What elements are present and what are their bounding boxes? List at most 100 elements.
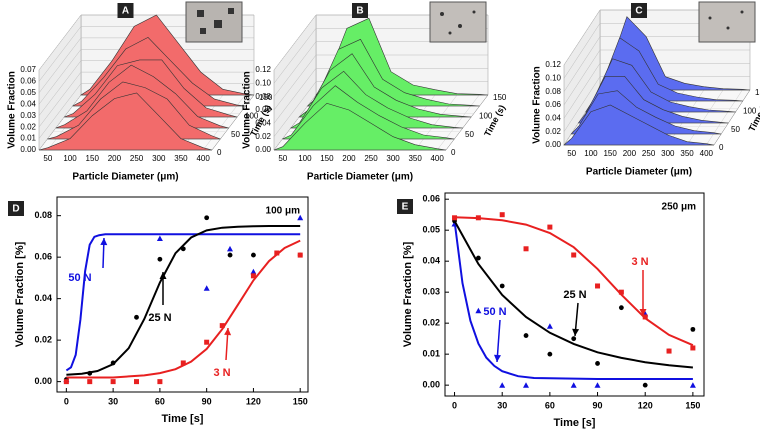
x-tick-label: 150 xyxy=(320,154,334,163)
x-tick-label: 90 xyxy=(202,396,212,406)
grid-line xyxy=(38,60,254,116)
y-tick-label: 0.10 xyxy=(255,78,271,87)
x-tick-label: 350 xyxy=(408,154,422,163)
particle xyxy=(214,20,222,28)
z-tick-label: 150 xyxy=(493,93,507,102)
data-point xyxy=(642,382,648,388)
particle xyxy=(458,24,462,28)
plot-frame xyxy=(444,192,705,397)
x-tick-label: 30 xyxy=(497,400,507,410)
y-tick-label: 0.00 xyxy=(20,145,36,154)
data-point xyxy=(547,351,553,357)
x-tick-label: 60 xyxy=(545,400,555,410)
panel-label-box xyxy=(631,3,647,18)
data-point xyxy=(523,333,529,338)
fit-curve xyxy=(65,233,301,372)
y-tick-label: 0.06 xyxy=(422,194,440,204)
y-tick-label: 0.08 xyxy=(545,87,561,96)
x-tick-label: 150 xyxy=(86,154,100,163)
x-tick-label: 50 xyxy=(567,149,576,158)
data-point xyxy=(110,379,116,385)
arrow-shaft xyxy=(496,319,501,363)
y-tick-label: 0.06 xyxy=(255,105,271,114)
z-tick-label: 150 xyxy=(259,93,273,102)
data-point xyxy=(547,224,553,230)
x-tick-label: 150 xyxy=(603,149,617,158)
grid-line xyxy=(563,76,750,132)
z-axis-title: Time (s) xyxy=(747,98,760,133)
data-point xyxy=(274,250,280,256)
x-tick-label: 0 xyxy=(64,396,69,406)
x-tick-label: 100 xyxy=(63,154,77,163)
panel-label-box xyxy=(397,199,413,214)
y-tick-label: 0.00 xyxy=(545,140,561,149)
arrow-head xyxy=(224,328,232,336)
x-axis-title: Particle Diameter (μm) xyxy=(72,172,178,183)
data-point xyxy=(156,235,163,241)
data-point xyxy=(157,379,163,385)
data-point xyxy=(595,361,600,366)
data-point xyxy=(618,305,624,311)
particle xyxy=(472,10,476,14)
fit-curve xyxy=(66,239,301,379)
y-tick-label: 0.00 xyxy=(255,145,271,154)
y-axis-title: Volume Fraction xyxy=(7,71,18,149)
y-tick-label: 0.12 xyxy=(255,65,271,74)
y-tick-label: 0.00 xyxy=(34,376,52,386)
y-tick-label: 0.04 xyxy=(422,256,440,266)
data-point xyxy=(618,289,624,295)
x-tick-label: 250 xyxy=(364,154,378,163)
panel-label: B xyxy=(356,6,363,17)
panel-label-box xyxy=(8,201,24,216)
y-tick-label: 0.04 xyxy=(545,113,561,122)
grid-line xyxy=(563,49,750,106)
y-tick-label: 0.04 xyxy=(34,293,52,303)
fit-curve xyxy=(453,220,693,369)
particle xyxy=(448,31,452,35)
distribution-slice xyxy=(273,102,447,151)
z-tick-label: 100 xyxy=(743,106,757,115)
grid-line xyxy=(706,89,743,146)
x-tick-label: 300 xyxy=(386,154,400,163)
grid-line xyxy=(202,94,246,151)
data-point xyxy=(546,323,553,329)
x-tick-label: 90 xyxy=(593,400,603,410)
x-tick-label: 200 xyxy=(342,154,356,163)
grid-line xyxy=(273,68,488,124)
y-tick-label: 0.03 xyxy=(422,287,440,297)
y-tick-label: 0.04 xyxy=(255,118,271,127)
annotation: 250 μm xyxy=(662,202,697,213)
y-tick-label: 0.06 xyxy=(20,77,36,86)
plot-frame xyxy=(56,196,309,393)
data-point xyxy=(689,382,696,388)
data-point xyxy=(594,382,601,388)
distribution-slice xyxy=(38,92,213,151)
y-tick-label: 0.02 xyxy=(545,127,561,136)
x-tick-label: 300 xyxy=(152,154,166,163)
z-tick-label: 50 xyxy=(465,130,474,139)
z-tick-label: 50 xyxy=(231,130,240,139)
panel-label-box xyxy=(117,3,134,18)
grid-line xyxy=(563,63,750,119)
x-tick-label: 300 xyxy=(661,149,675,158)
x-tick-label: 200 xyxy=(623,149,637,158)
data-point xyxy=(499,212,505,218)
y-tick-label: 0.02 xyxy=(255,132,271,141)
grid-line xyxy=(273,81,488,137)
fit-curve xyxy=(66,225,301,376)
y-tick-label: 0.12 xyxy=(545,60,561,69)
data-point xyxy=(499,283,505,289)
data-point xyxy=(204,215,210,221)
x-tick-label: 120 xyxy=(246,396,261,406)
y-tick-label: 0.02 xyxy=(422,318,440,328)
z-tick-label: 0 xyxy=(217,148,222,157)
particle xyxy=(200,28,206,34)
series-label: 3 N xyxy=(213,367,230,379)
data-point xyxy=(204,339,210,345)
panel-label-box xyxy=(352,3,368,18)
data-point xyxy=(475,307,482,314)
data-point xyxy=(666,348,672,354)
particle xyxy=(726,26,730,30)
x-tick-label: 400 xyxy=(430,154,444,163)
x-tick-label: 150 xyxy=(293,396,308,406)
